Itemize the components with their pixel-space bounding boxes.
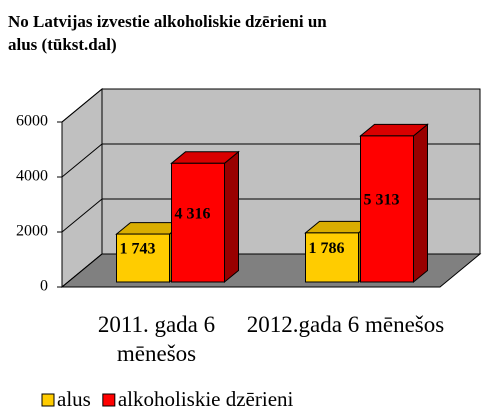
bar-side xyxy=(224,150,239,284)
y-tick-label: 6000 xyxy=(16,113,48,130)
bar xyxy=(116,233,170,283)
legend-swatch xyxy=(102,393,116,407)
legend-label: alus xyxy=(57,387,91,411)
bar-side xyxy=(413,123,428,284)
y-tick-label: 0 xyxy=(40,278,48,295)
x-tick-label: 2012.gada 6 mēnešos xyxy=(246,312,445,337)
data-label: 5 313 xyxy=(364,192,400,209)
bar xyxy=(171,162,225,283)
data-label: 1 786 xyxy=(309,240,345,257)
y-tick-label: 2000 xyxy=(16,223,48,240)
grid-line xyxy=(61,143,480,178)
grid-line xyxy=(61,198,480,233)
legend-label: alkoholiskie dzērieni xyxy=(118,387,294,411)
bar xyxy=(305,232,359,283)
chart-title: No Latvijas izvestie alkoholiskie dzērie… xyxy=(8,12,327,54)
legend-swatch xyxy=(41,393,55,407)
bar xyxy=(360,135,414,283)
grid-line xyxy=(61,88,480,123)
y-tick-label: 4000 xyxy=(16,168,48,185)
data-label: 4 316 xyxy=(175,205,211,222)
x-tick-label: 2011. gada 6 mēnešos xyxy=(97,312,216,366)
side-wall xyxy=(61,87,103,289)
data-label: 1 743 xyxy=(120,241,156,258)
